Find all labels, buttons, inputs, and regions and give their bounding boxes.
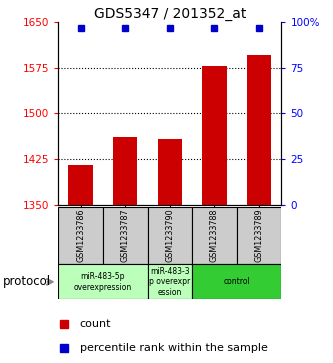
Text: GSM1233788: GSM1233788	[210, 209, 219, 262]
Bar	[103, 207, 148, 264]
Title: GDS5347 / 201352_at: GDS5347 / 201352_at	[94, 7, 246, 21]
Text: control: control	[223, 277, 250, 286]
Text: count: count	[80, 319, 111, 329]
Bar	[247, 56, 271, 205]
Bar	[158, 139, 182, 205]
Bar	[237, 207, 281, 264]
Text: GSM1233786: GSM1233786	[76, 209, 85, 262]
Bar	[113, 136, 138, 205]
Bar	[192, 264, 281, 299]
Text: GSM1233789: GSM1233789	[254, 209, 264, 262]
Text: GSM1233790: GSM1233790	[165, 209, 174, 262]
Text: protocol: protocol	[3, 276, 52, 288]
Text: percentile rank within the sample: percentile rank within the sample	[80, 343, 267, 352]
Text: miR-483-5p
overexpression: miR-483-5p overexpression	[74, 272, 132, 291]
Bar	[202, 66, 227, 205]
Text: GSM1233787: GSM1233787	[121, 209, 130, 262]
Bar	[68, 166, 93, 205]
Text: miR-483-3
p overexpr
ession: miR-483-3 p overexpr ession	[149, 267, 190, 297]
Bar	[148, 264, 192, 299]
Bar	[58, 264, 148, 299]
Bar	[58, 207, 103, 264]
Bar	[148, 207, 192, 264]
Bar	[192, 207, 237, 264]
